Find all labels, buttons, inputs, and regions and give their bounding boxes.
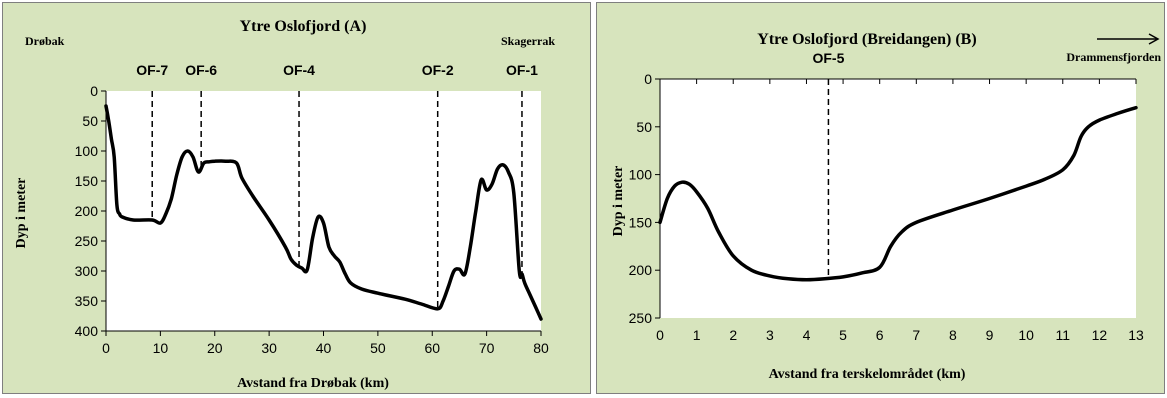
chart-a-x-tick-label: 30 — [261, 340, 277, 356]
chart-panel-b: Ytre Oslofjord (Breidangen) (B) Drammens… — [596, 2, 1165, 394]
chart-b-plot-area — [660, 79, 1136, 318]
chart-a-left-place: Drøbak — [25, 34, 65, 48]
chart-a-x-tick-label: 0 — [102, 340, 110, 356]
chart-b-y-tick-label: 100 — [629, 167, 653, 183]
chart-a-x-tick-label: 60 — [424, 340, 440, 356]
chart-b-y-axis-label: Dyp i meter — [611, 166, 626, 237]
chart-a-y-tick-label: 0 — [90, 83, 98, 99]
chart-b-y-tick-label: 0 — [644, 71, 652, 87]
chart-b-x-tick-label: 10 — [1018, 327, 1034, 343]
chart-a-station-label-of-1: OF-1 — [506, 62, 538, 78]
chart-a-y-tick-label: 300 — [75, 263, 99, 279]
chart-a-y-tick-label: 150 — [75, 173, 99, 189]
chart-a-x-tick-label: 80 — [533, 340, 549, 356]
chart-a-y-tick-label: 400 — [75, 323, 99, 339]
chart-b-y-tick-label: 50 — [636, 119, 652, 135]
chart-b-x-tick-label: 3 — [766, 327, 774, 343]
chart-b-x-tick-label: 1 — [693, 327, 701, 343]
chart-b-x-tick-label: 6 — [876, 327, 884, 343]
chart-b-x-tick-label: 2 — [729, 327, 737, 343]
chart-b-x-tick-label: 11 — [1055, 327, 1070, 343]
chart-b-x-tick-label: 4 — [803, 327, 811, 343]
chart-b-y-tick-label: 200 — [629, 262, 653, 278]
chart-b-x-tick-label: 8 — [949, 327, 957, 343]
chart-b-x-tick-label: 9 — [986, 327, 994, 343]
chart-a-x-axis-label: Avstand fra Drøbak (km) — [237, 376, 389, 391]
chart-a-x-tick-label: 70 — [479, 340, 495, 356]
chart-a-y-tick-label: 350 — [75, 293, 99, 309]
chart-panel-a: Ytre Oslofjord (A) Drøbak Skagerrak A Av… — [2, 2, 591, 394]
chart-a-x-tick-label: 50 — [370, 340, 386, 356]
chart-b-y-tick-label: 250 — [629, 310, 653, 326]
chart-a-station-label-of-4: OF-4 — [283, 62, 315, 78]
chart-b-svg: Ytre Oslofjord (Breidangen) (B) Drammens… — [611, 31, 1161, 382]
chart-a-svg: Ytre Oslofjord (A) Drøbak Skagerrak A Av… — [14, 18, 555, 391]
chart-a-station-label-of-2: OF-2 — [422, 62, 454, 78]
chart-a-plot-area — [106, 91, 541, 331]
chart-a-x-tick-label: 40 — [316, 340, 332, 356]
chart-b-y-tick-label: 150 — [629, 214, 653, 230]
chart-a-y-axis-label: Dyp i meter — [14, 178, 29, 249]
chart-a-title: Ytre Oslofjord (A) — [240, 18, 367, 35]
chart-b-x-tick-label: 0 — [656, 327, 664, 343]
chart-a-station-label-of-7: OF-7 — [136, 62, 168, 78]
chart-b-station-label-of-5: OF-5 — [812, 50, 844, 66]
chart-a-y-tick-label: 200 — [75, 203, 99, 219]
chart-a-x-tick-label: 20 — [207, 340, 223, 356]
chart-a-y-tick-label: 100 — [75, 143, 99, 159]
chart-b-x-tick-label: 5 — [839, 327, 847, 343]
chart-b-right-place: Drammensfjorden — [1066, 50, 1161, 64]
chart-a-depth-profile-line — [104, 104, 543, 321]
chart-a-station-label-of-6: OF-6 — [185, 62, 217, 78]
chart-a-y-tick-label: 50 — [82, 113, 98, 129]
chart-a-right-place: Skagerrak — [501, 34, 555, 48]
chart-b-depth-profile-line — [658, 105, 1138, 282]
drammensfjorden-arrow-icon — [1097, 33, 1160, 45]
chart-b-x-tick-label: 7 — [912, 327, 920, 343]
chart-b-title: Ytre Oslofjord (Breidangen) (B) — [757, 31, 976, 48]
chart-a-y-tick-label: 250 — [75, 233, 99, 249]
chart-b-x-axis-label: Avstand fra terskelområdet (km) — [769, 367, 966, 382]
chart-b-x-tick-label: 13 — [1128, 327, 1144, 343]
chart-b-x-tick-label: 12 — [1092, 327, 1108, 343]
chart-a-x-tick-label: 10 — [153, 340, 169, 356]
